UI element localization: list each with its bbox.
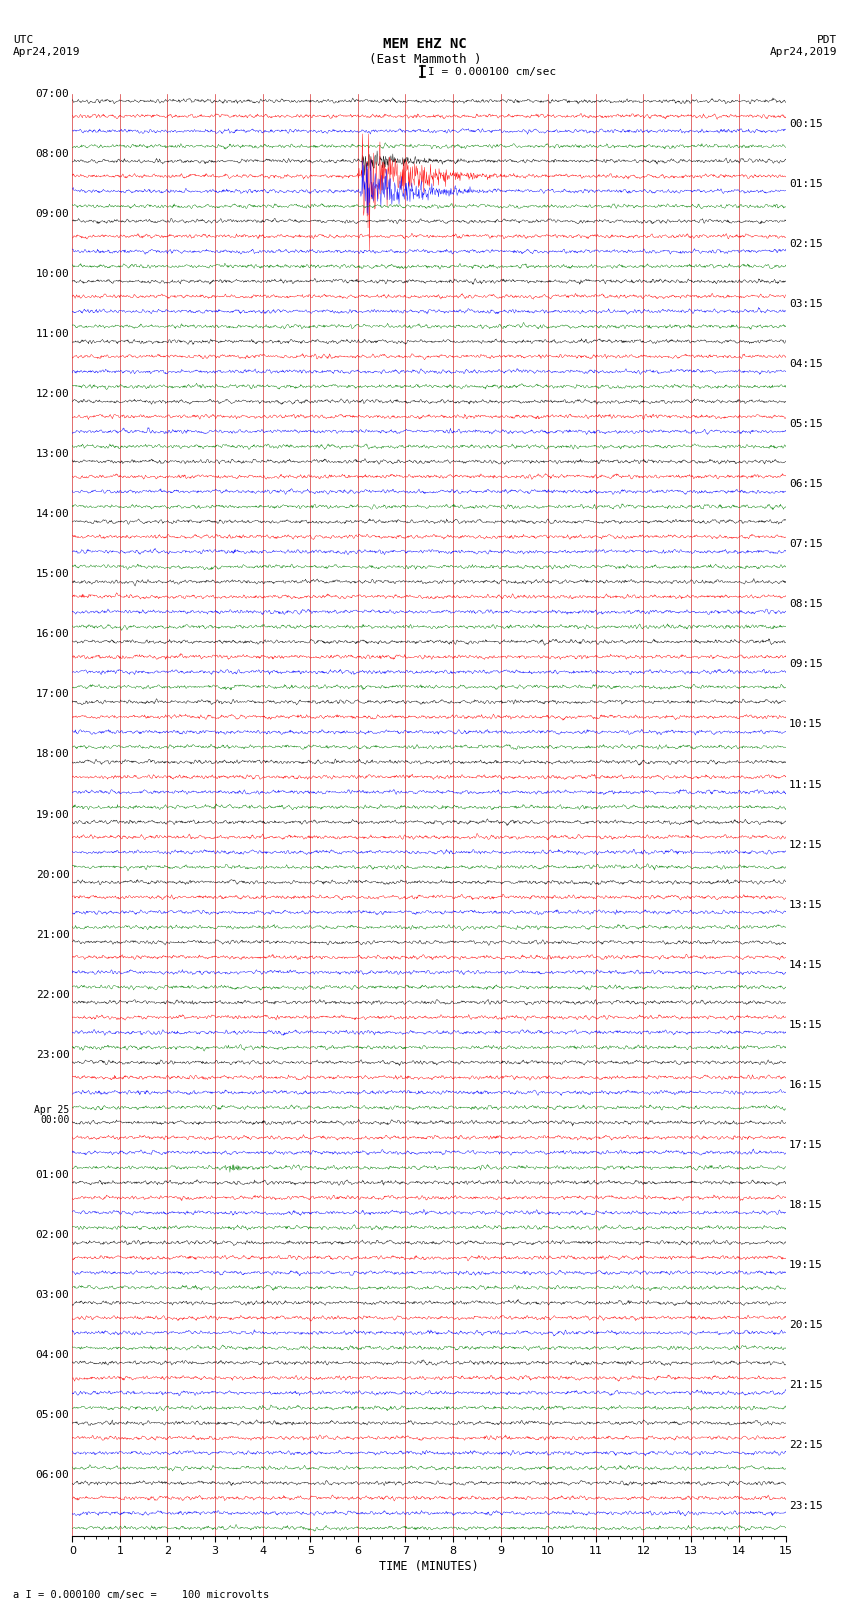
Text: 12:00: 12:00 xyxy=(36,389,70,398)
Text: 05:00: 05:00 xyxy=(36,1410,70,1421)
Text: 11:15: 11:15 xyxy=(789,779,823,789)
Text: 15:15: 15:15 xyxy=(789,1019,823,1029)
Text: MEM EHZ NC: MEM EHZ NC xyxy=(383,37,467,52)
Text: Apr24,2019: Apr24,2019 xyxy=(13,47,80,56)
Text: 21:15: 21:15 xyxy=(789,1381,823,1390)
Text: 22:15: 22:15 xyxy=(789,1440,823,1450)
Text: 16:15: 16:15 xyxy=(789,1081,823,1090)
Text: 23:15: 23:15 xyxy=(789,1500,823,1510)
Text: Apr 25
00:00: Apr 25 00:00 xyxy=(34,1105,70,1126)
Text: 08:15: 08:15 xyxy=(789,600,823,610)
Text: 05:15: 05:15 xyxy=(789,419,823,429)
Text: 06:00: 06:00 xyxy=(36,1471,70,1481)
Text: 07:00: 07:00 xyxy=(36,89,70,98)
Text: 01:00: 01:00 xyxy=(36,1169,70,1181)
Text: 18:00: 18:00 xyxy=(36,750,70,760)
Text: 16:00: 16:00 xyxy=(36,629,70,639)
Text: 10:15: 10:15 xyxy=(789,719,823,729)
Text: 23:00: 23:00 xyxy=(36,1050,70,1060)
X-axis label: TIME (MINUTES): TIME (MINUTES) xyxy=(379,1560,479,1573)
Text: 03:00: 03:00 xyxy=(36,1290,70,1300)
Text: (East Mammoth ): (East Mammoth ) xyxy=(369,53,481,66)
Text: 17:15: 17:15 xyxy=(789,1140,823,1150)
Text: UTC: UTC xyxy=(13,35,33,45)
Text: 20:15: 20:15 xyxy=(789,1321,823,1331)
Text: 13:00: 13:00 xyxy=(36,448,70,460)
Text: 09:15: 09:15 xyxy=(789,660,823,669)
Text: 14:00: 14:00 xyxy=(36,510,70,519)
Text: 18:15: 18:15 xyxy=(789,1200,823,1210)
Text: 04:00: 04:00 xyxy=(36,1350,70,1360)
Text: 21:00: 21:00 xyxy=(36,929,70,940)
Text: 06:15: 06:15 xyxy=(789,479,823,489)
Text: 09:00: 09:00 xyxy=(36,208,70,219)
Text: 12:15: 12:15 xyxy=(789,840,823,850)
Text: 07:15: 07:15 xyxy=(789,539,823,548)
Text: 19:15: 19:15 xyxy=(789,1260,823,1269)
Text: 15:00: 15:00 xyxy=(36,569,70,579)
Text: 10:00: 10:00 xyxy=(36,269,70,279)
Text: 22:00: 22:00 xyxy=(36,990,70,1000)
Text: 13:15: 13:15 xyxy=(789,900,823,910)
Text: 00:15: 00:15 xyxy=(789,119,823,129)
Text: PDT: PDT xyxy=(817,35,837,45)
Text: Apr24,2019: Apr24,2019 xyxy=(770,47,837,56)
Text: 19:00: 19:00 xyxy=(36,810,70,819)
Text: 04:15: 04:15 xyxy=(789,360,823,369)
Text: I = 0.000100 cm/sec: I = 0.000100 cm/sec xyxy=(428,66,556,77)
Text: 01:15: 01:15 xyxy=(789,179,823,189)
Text: 08:00: 08:00 xyxy=(36,148,70,158)
Text: 03:15: 03:15 xyxy=(789,298,823,308)
Text: 20:00: 20:00 xyxy=(36,869,70,879)
Text: a I = 0.000100 cm/sec =    100 microvolts: a I = 0.000100 cm/sec = 100 microvolts xyxy=(13,1590,269,1600)
Text: 11:00: 11:00 xyxy=(36,329,70,339)
Text: 17:00: 17:00 xyxy=(36,689,70,700)
Text: 02:15: 02:15 xyxy=(789,239,823,248)
Text: 02:00: 02:00 xyxy=(36,1231,70,1240)
Text: 14:15: 14:15 xyxy=(789,960,823,969)
